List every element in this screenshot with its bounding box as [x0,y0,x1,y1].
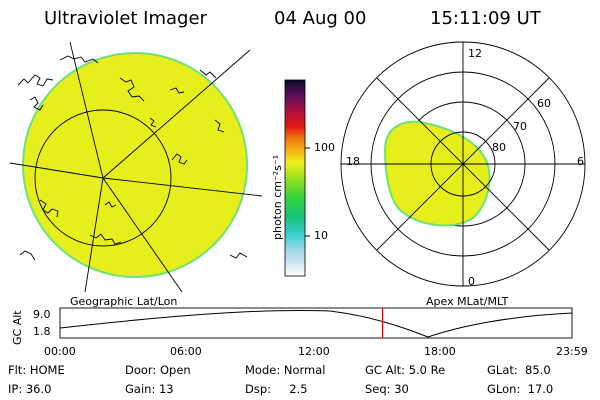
geo-grid [10,42,262,292]
colorbar-gradient [284,79,306,277]
timeline-tick-1200: 12:00 [298,345,330,358]
instrument-title: Ultraviolet Imager [44,8,207,29]
info-ip: IP: 36.0 [8,382,52,396]
mlt-label-6: 6 [577,155,584,168]
info-glat: GLat: 85.0 [487,363,551,377]
mlat-label-60: 60 [537,97,551,110]
mlt-label-0: 0 [468,275,475,288]
timeline-ylabel: GC Alt [11,310,24,345]
timeline-tick-1800: 18:00 [424,345,456,358]
info-door: Door: Open [125,363,191,377]
coastlines [17,55,248,261]
mlt-label-18: 18 [346,155,360,168]
left-panel-caption: Geographic Lat/Lon [70,295,178,308]
mlt-label-12: 12 [468,47,482,60]
observation-date: 04 Aug 00 [274,8,367,29]
info-seq: Seq: 30 [365,382,409,396]
colorbar-tick-100: 100 [314,141,335,154]
observation-time: 15:11:09 UT [430,8,541,29]
info-gain: Gain: 13 [125,382,174,396]
timeline-tick-0600: 06:00 [170,345,202,358]
timeline-frame [59,307,573,339]
timeline-y-top: 9.0 [33,308,51,321]
mlat-label-70: 70 [513,120,527,133]
timeline-tick-2359: 23:59 [556,345,588,358]
right-panel-caption: Apex MLat/MLT [426,295,509,308]
colorbar-tick-10: 10 [314,229,328,242]
gc-altitude-curve [59,309,573,338]
info-mode: Mode: Normal [245,363,326,377]
info-glon: GLon: 17.0 [487,382,554,396]
info-dsp: Dsp: 2.5 [245,382,308,396]
info-flt: Flt: HOME [8,363,65,377]
timeline-y-bottom: 1.8 [33,325,51,338]
timeline-tick-0000: 00:00 [44,345,76,358]
info-gc-alt: GC Alt: 5.0 Re [365,363,446,377]
mlat-label-80: 80 [492,141,506,154]
